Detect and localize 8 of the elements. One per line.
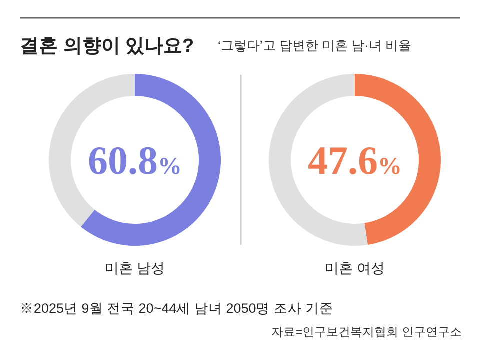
data-label: 60.8% <box>88 138 182 183</box>
text: ‘그렇다’고 답변한 미혼 남·녀 비율 <box>218 38 412 53</box>
text: 자료=인구보건복지협회 인구연구소 <box>272 325 462 339</box>
text: 미혼 남성 <box>105 260 165 276</box>
text: ※2025년 9월 전국 20~44세 남녀 2050명 조사 기준 <box>20 301 334 316</box>
data-label: 47.6% <box>308 138 402 183</box>
text: 미혼 여성 <box>325 260 385 276</box>
text: 결혼 의향이 있나요? <box>20 36 194 57</box>
